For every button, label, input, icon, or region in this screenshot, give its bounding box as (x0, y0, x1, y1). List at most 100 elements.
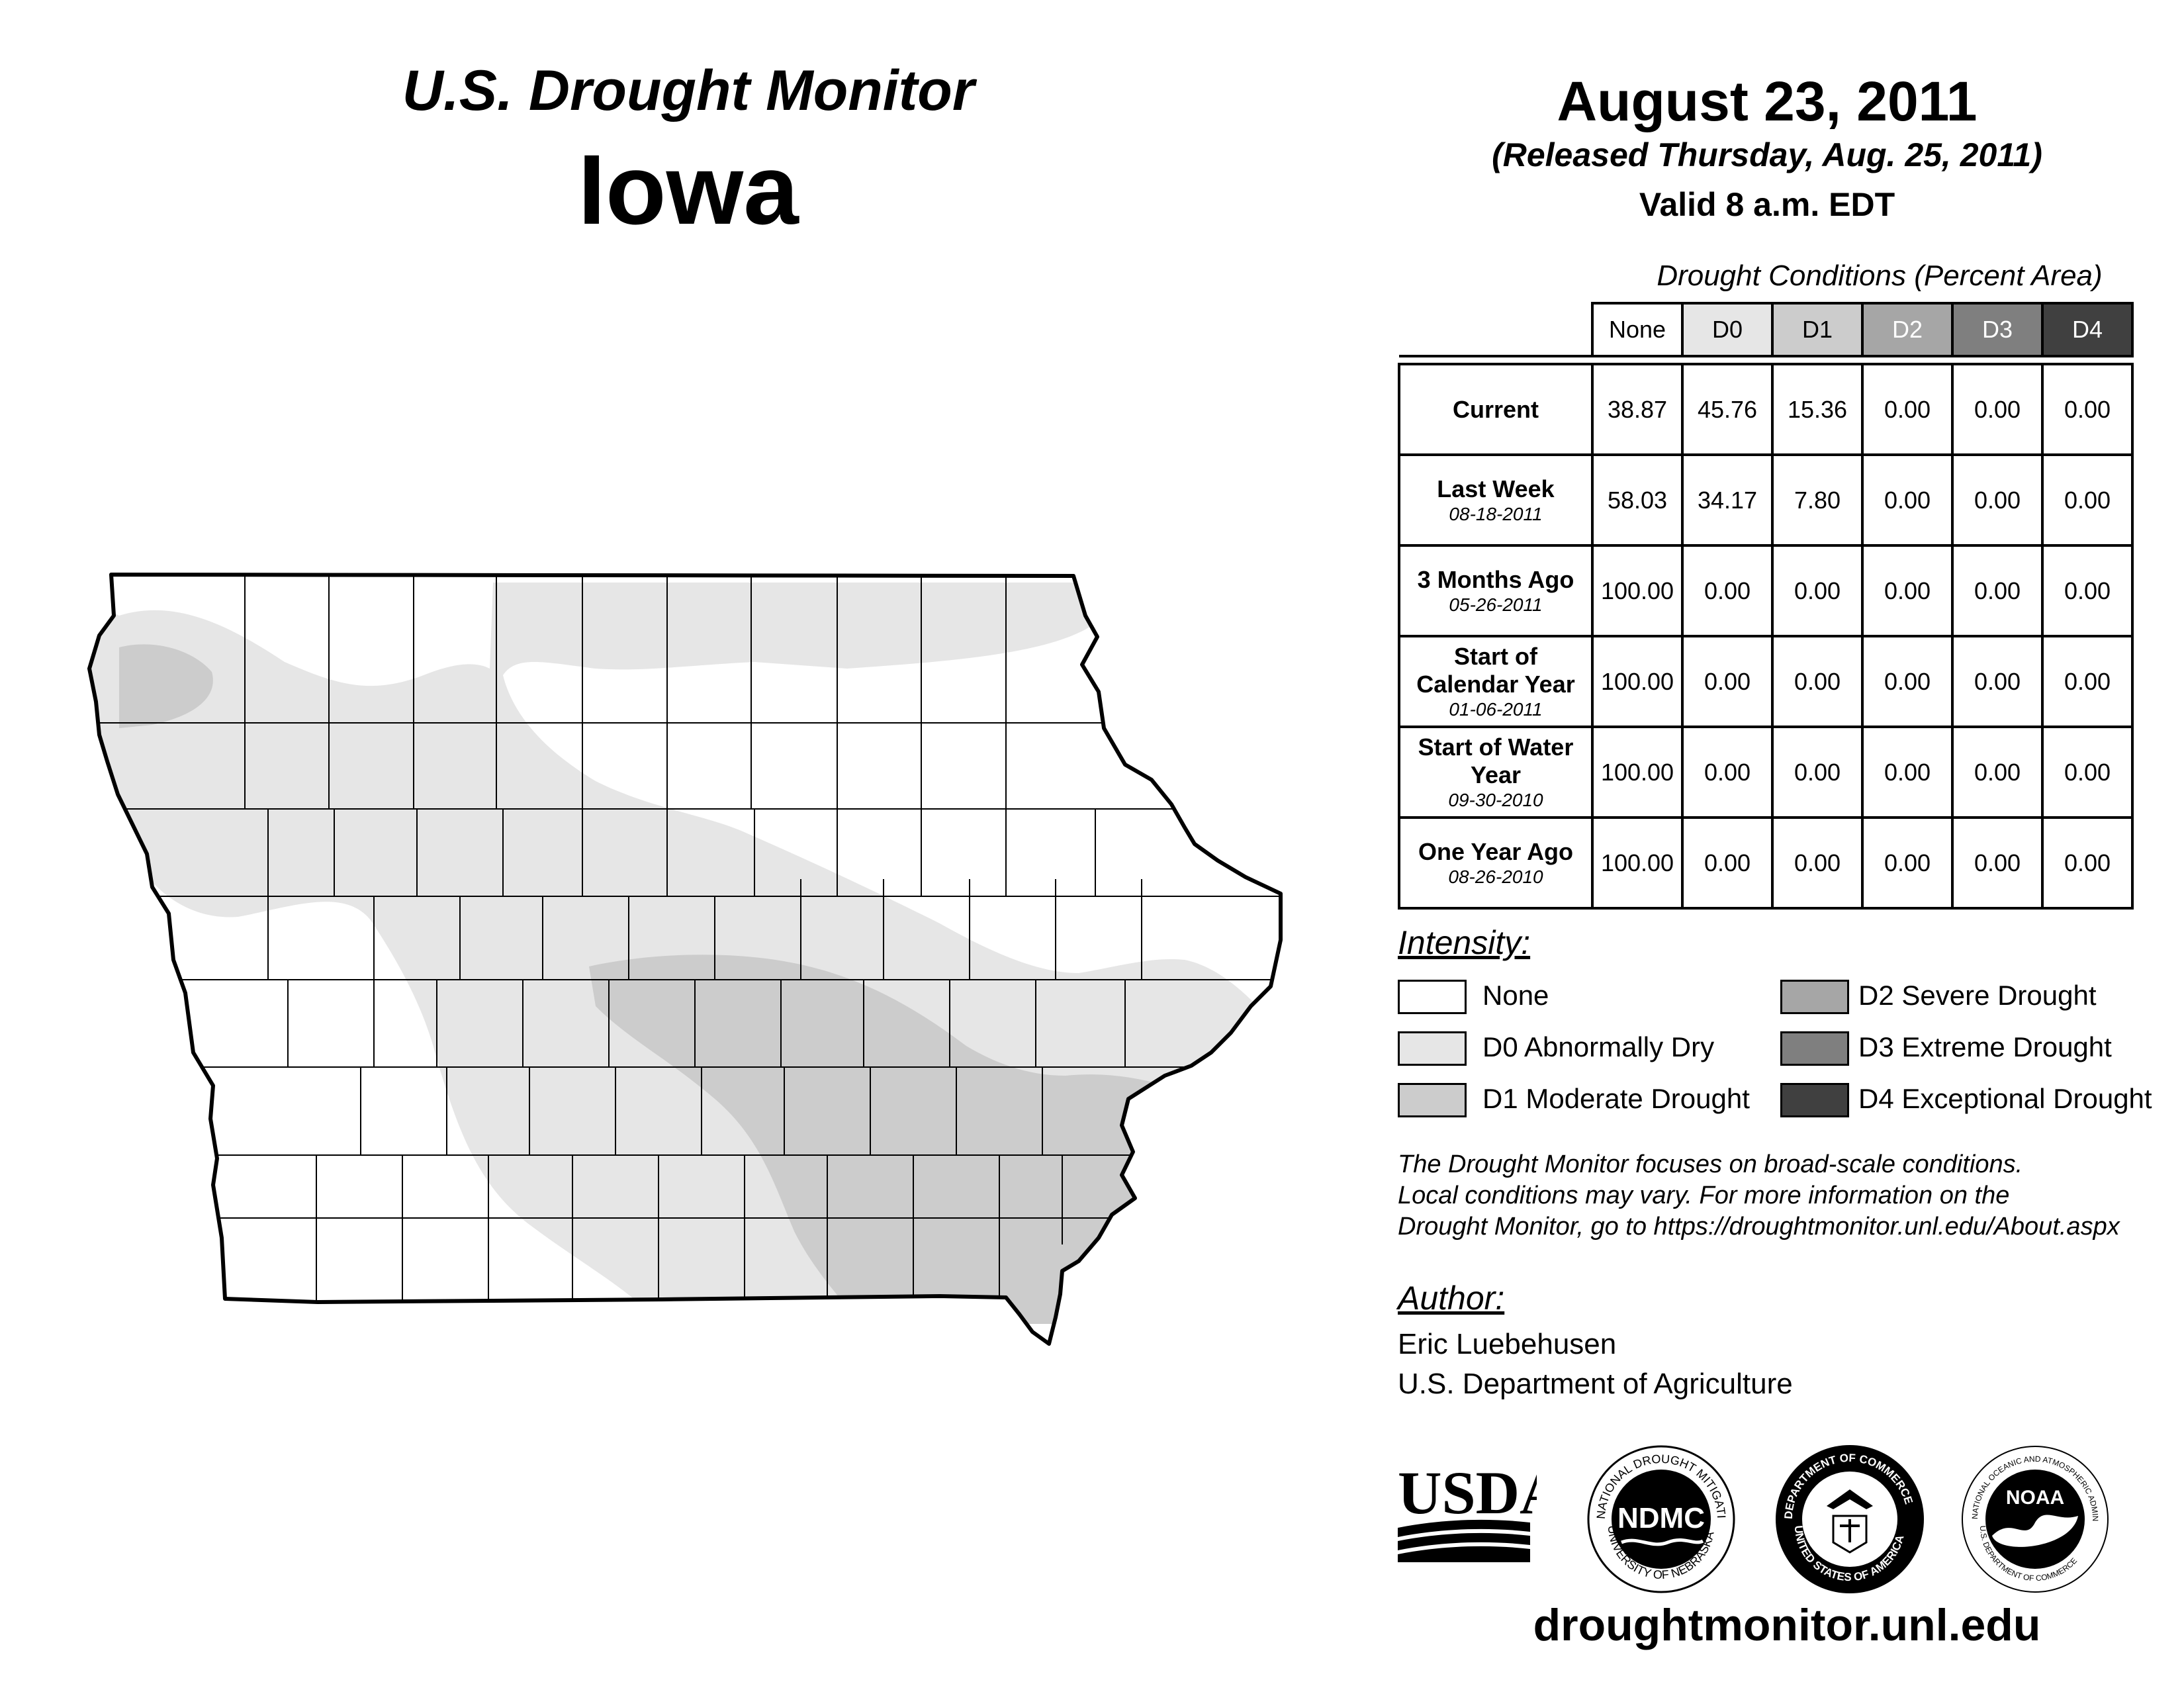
col-header-d3: D3 (1951, 302, 2044, 357)
seabird-icon (1992, 1515, 2078, 1547)
legend-label: D0 Abnormally Dry (1482, 1031, 1715, 1062)
table-cell: 100.00 (1591, 544, 1684, 637)
disclaimer-note: The Drought Monitor focuses on broad-sca… (1398, 1149, 2165, 1243)
table-cell: 0.00 (1681, 816, 1774, 910)
row-date: 01-06-2011 (1449, 698, 1543, 720)
table-cell: 0.00 (1771, 816, 1864, 910)
table-row: One Year Ago 08-26-2010 100.00 0.00 0.00 … (1398, 816, 2134, 910)
table-header-row: None D0 D1 D2 D3 D4 (1399, 302, 2134, 357)
legend-label: D4 Exceptional Drought (1858, 1083, 2152, 1114)
legend-heading: Intensity: (1398, 924, 1531, 961)
row-date: 09-30-2010 (1448, 789, 1543, 810)
table-caption: Drought Conditions (Percent Area) (1657, 259, 2103, 292)
table-cell: 0.00 (1681, 635, 1774, 728)
table-row: Last Week 08-18-2011 58.03 34.17 7.80 0.0… (1398, 453, 2134, 547)
table-cell: 100.00 (1591, 726, 1684, 819)
state-title: Iowa (578, 134, 799, 245)
map-date: August 23, 2011 (1557, 70, 1978, 132)
table-cell: 38.87 (1591, 363, 1684, 456)
iowa-state-outline (87, 573, 1283, 1346)
table-cell: 0.00 (1681, 726, 1774, 819)
legend-swatch-d2 (1780, 980, 1849, 1014)
ndmc-logo-text: NDMC (1617, 1502, 1705, 1534)
table-cell: 58.03 (1591, 453, 1684, 547)
table-cell: 0.00 (1771, 635, 1864, 728)
table-cell: 0.00 (1951, 816, 2044, 910)
website-url: droughtmonitor.unl.edu (1533, 1600, 2041, 1650)
legend-label: None (1482, 980, 1549, 1011)
table-row: 3 Months Ago 05-26-2011 100.00 0.00 0.00 … (1398, 544, 2134, 637)
table-cell: 0.00 (2041, 544, 2134, 637)
note-line: The Drought Monitor focuses on broad-sca… (1398, 1150, 2023, 1178)
note-line: Drought Monitor, go to https://droughtmo… (1398, 1213, 2120, 1241)
table-cell: 15.36 (1771, 363, 1864, 456)
author-name: Eric Luebehusen (1398, 1328, 1617, 1360)
iowa-drought-map (87, 573, 1283, 1346)
table-cell: 0.00 (1861, 635, 1954, 728)
table-row: Current 38.87 45.76 15.36 0.00 0.00 0.00 (1398, 363, 2134, 456)
usda-logo-text: USDA (1398, 1459, 1537, 1526)
note-line: Local conditions may vary. For more info… (1398, 1182, 2010, 1209)
table-cell: 0.00 (1861, 363, 1954, 456)
row-date: 08-26-2010 (1448, 866, 1543, 887)
table-cell: 0.00 (1861, 726, 1954, 819)
row-date: 05-26-2011 (1449, 594, 1543, 615)
legend-swatch-d3 (1780, 1031, 1849, 1066)
table-cell: 0.00 (1951, 453, 2044, 547)
col-header-d4: D4 (2041, 302, 2134, 357)
commerce-seal-logo: DEPARTMENT OF COMMERCE UNITED STATES OF … (1776, 1445, 1924, 1593)
legend-swatch-d4 (1780, 1083, 1849, 1117)
release-date: (Released Thursday, Aug. 25, 2011) (1492, 136, 2042, 173)
legend-label: D3 Extreme Drought (1858, 1031, 2112, 1062)
table-cell: 0.00 (1951, 635, 2044, 728)
table-cell: 0.00 (1771, 544, 1864, 637)
row-label: Start of Water Year 09-30-2010 (1398, 726, 1594, 819)
col-header-none: None (1591, 302, 1684, 357)
noaa-logo: NATIONAL OCEANIC AND ATMOSPHERIC ADMINIS… (1959, 1443, 2109, 1593)
row-label: Start of Calendar Year 01-06-2011 (1398, 635, 1594, 728)
author-heading: Author: (1398, 1280, 1505, 1317)
ndmc-logo: NATIONAL DROUGHT MITIGATION CENTER UNIVE… (1585, 1443, 1735, 1593)
col-header-d2: D2 (1861, 302, 1954, 357)
table-cell: 34.17 (1681, 453, 1774, 547)
noaa-logo-text: NOAA (2006, 1487, 2064, 1509)
row-label: 3 Months Ago 05-26-2011 (1398, 544, 1594, 637)
table-cell: 0.00 (2041, 363, 2134, 456)
table-row: Start of Water Year 09-30-2010 100.00 0.0… (1398, 726, 2134, 819)
eagle-icon (1827, 1489, 1873, 1509)
row-label: One Year Ago 08-26-2010 (1398, 816, 1594, 910)
col-header-d0: D0 (1681, 302, 1774, 357)
row-label: Last Week 08-18-2011 (1398, 453, 1594, 547)
table-cell: 100.00 (1591, 816, 1684, 910)
map-subtitle: U.S. Drought Monitor (402, 59, 975, 122)
legend-swatch-d0 (1398, 1031, 1467, 1066)
legend-label: D2 Severe Drought (1858, 980, 2097, 1011)
col-header-d1: D1 (1771, 302, 1864, 357)
table-cell: 0.00 (1861, 544, 1954, 637)
legend-label: D1 Moderate Drought (1482, 1083, 1750, 1114)
author-organization: U.S. Department of Agriculture (1398, 1368, 1793, 1400)
table-cell: 45.76 (1681, 363, 1774, 456)
table-cell: 0.00 (1771, 726, 1864, 819)
table-cell: 0.00 (2041, 726, 2134, 819)
table-cell: 7.80 (1771, 453, 1864, 547)
table-cell: 0.00 (1861, 453, 1954, 547)
d1-area-southeast (589, 955, 1224, 1324)
table-cell: 0.00 (1951, 363, 2044, 456)
legend-swatch-d1 (1398, 1083, 1467, 1117)
table-cell: 0.00 (2041, 453, 2134, 547)
row-date: 08-18-2011 (1449, 503, 1543, 524)
drought-conditions-table: None D0 D1 D2 D3 D4 Current 38.87 45.76 … (1398, 302, 2134, 910)
table-cell: 0.00 (1861, 816, 1954, 910)
table-cell: 0.00 (1681, 544, 1774, 637)
table-row: Start of Calendar Year 01-06-2011 100.00 … (1398, 635, 2134, 728)
d1-area (119, 644, 213, 728)
usda-logo: USDA (1398, 1459, 1537, 1562)
table-cell: 0.00 (1951, 544, 2044, 637)
table-cell: 0.00 (1951, 726, 2044, 819)
legend-swatch-none (1398, 980, 1467, 1014)
table-cell: 0.00 (2041, 635, 2134, 728)
table-cell: 0.00 (2041, 816, 2134, 910)
table-corner (1399, 303, 1592, 357)
table-cell: 100.00 (1591, 635, 1684, 728)
